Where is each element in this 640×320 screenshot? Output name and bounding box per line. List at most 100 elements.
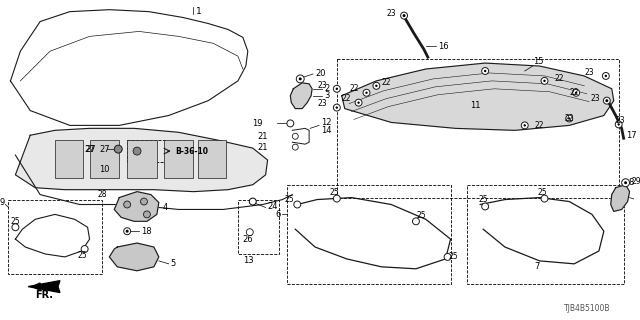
Text: 7: 7 (534, 262, 540, 271)
Circle shape (373, 82, 380, 89)
Circle shape (246, 229, 253, 236)
Text: 11: 11 (470, 101, 481, 110)
Circle shape (524, 124, 526, 127)
Circle shape (573, 89, 580, 96)
Circle shape (333, 195, 340, 202)
Bar (55, 140, 83, 178)
Circle shape (541, 195, 548, 202)
Circle shape (141, 198, 147, 205)
Circle shape (292, 133, 298, 139)
Text: 25: 25 (478, 195, 488, 204)
Circle shape (624, 181, 627, 184)
Text: 22: 22 (570, 88, 579, 97)
Polygon shape (15, 128, 268, 192)
Circle shape (363, 89, 370, 96)
Circle shape (357, 101, 360, 104)
Circle shape (604, 97, 611, 104)
Text: TJB4B5100B: TJB4B5100B (564, 304, 611, 313)
Text: 22: 22 (564, 114, 574, 123)
Text: 13: 13 (243, 256, 253, 265)
Bar (238, 200, 280, 254)
Text: 23: 23 (590, 94, 600, 103)
Circle shape (566, 115, 573, 122)
Polygon shape (115, 192, 159, 221)
Circle shape (333, 85, 340, 92)
Circle shape (521, 122, 528, 129)
Text: 23: 23 (317, 81, 327, 90)
Circle shape (287, 120, 294, 127)
Circle shape (250, 198, 256, 205)
Text: 22: 22 (554, 75, 564, 84)
Text: 23: 23 (387, 9, 396, 18)
Circle shape (543, 80, 546, 82)
Circle shape (296, 75, 304, 83)
Text: 6: 6 (275, 210, 280, 219)
Circle shape (299, 77, 301, 80)
Circle shape (621, 179, 630, 187)
Bar (90, 140, 119, 178)
Circle shape (335, 88, 338, 90)
Text: 8: 8 (628, 178, 634, 187)
Text: 19: 19 (252, 119, 262, 128)
Text: 9: 9 (0, 198, 4, 207)
Circle shape (575, 92, 577, 94)
Text: 22: 22 (341, 94, 351, 103)
Text: 22: 22 (534, 121, 544, 130)
Text: 24: 24 (268, 202, 278, 211)
Circle shape (375, 84, 378, 87)
Circle shape (482, 68, 488, 75)
Text: 1: 1 (196, 7, 202, 16)
Text: FR.: FR. (35, 290, 53, 300)
Text: 25: 25 (329, 188, 339, 197)
Bar (127, 140, 157, 178)
Circle shape (605, 75, 607, 77)
Text: 26: 26 (243, 235, 253, 244)
Circle shape (12, 224, 19, 231)
Text: 22: 22 (381, 78, 391, 87)
Circle shape (403, 14, 406, 17)
Text: 3: 3 (324, 91, 330, 100)
Text: 25: 25 (538, 188, 547, 197)
Polygon shape (611, 185, 630, 212)
Text: 10: 10 (99, 165, 110, 174)
Circle shape (335, 106, 338, 109)
Circle shape (615, 121, 622, 128)
Bar (198, 140, 226, 178)
Text: B-36-10: B-36-10 (175, 147, 209, 156)
Circle shape (133, 147, 141, 155)
Bar (164, 140, 193, 178)
Text: 25: 25 (416, 211, 426, 220)
Circle shape (484, 70, 486, 72)
Bar (8, 200, 102, 274)
Text: 22: 22 (349, 84, 358, 93)
Polygon shape (109, 243, 159, 271)
Text: 28: 28 (98, 190, 108, 199)
Circle shape (444, 253, 451, 260)
Text: 5: 5 (171, 259, 176, 268)
Text: 23: 23 (317, 99, 327, 108)
Circle shape (124, 201, 131, 208)
Circle shape (292, 144, 298, 150)
Text: 25: 25 (77, 252, 87, 260)
Circle shape (541, 77, 548, 84)
Text: 27: 27 (99, 145, 110, 154)
Text: 21: 21 (257, 143, 268, 152)
Bar (337, 59, 619, 197)
Text: 14: 14 (321, 126, 332, 135)
Text: 17: 17 (627, 131, 637, 140)
Circle shape (365, 92, 367, 94)
Text: 21: 21 (257, 132, 268, 141)
Polygon shape (342, 63, 614, 130)
Circle shape (143, 211, 150, 218)
Polygon shape (28, 281, 60, 292)
Circle shape (412, 218, 419, 225)
Circle shape (482, 203, 488, 210)
Text: 23: 23 (584, 68, 594, 77)
Polygon shape (291, 83, 312, 108)
Circle shape (605, 99, 608, 102)
Circle shape (618, 123, 620, 125)
Circle shape (333, 104, 340, 111)
Text: 25: 25 (285, 195, 294, 204)
Text: 25: 25 (10, 217, 20, 226)
Circle shape (294, 201, 301, 208)
